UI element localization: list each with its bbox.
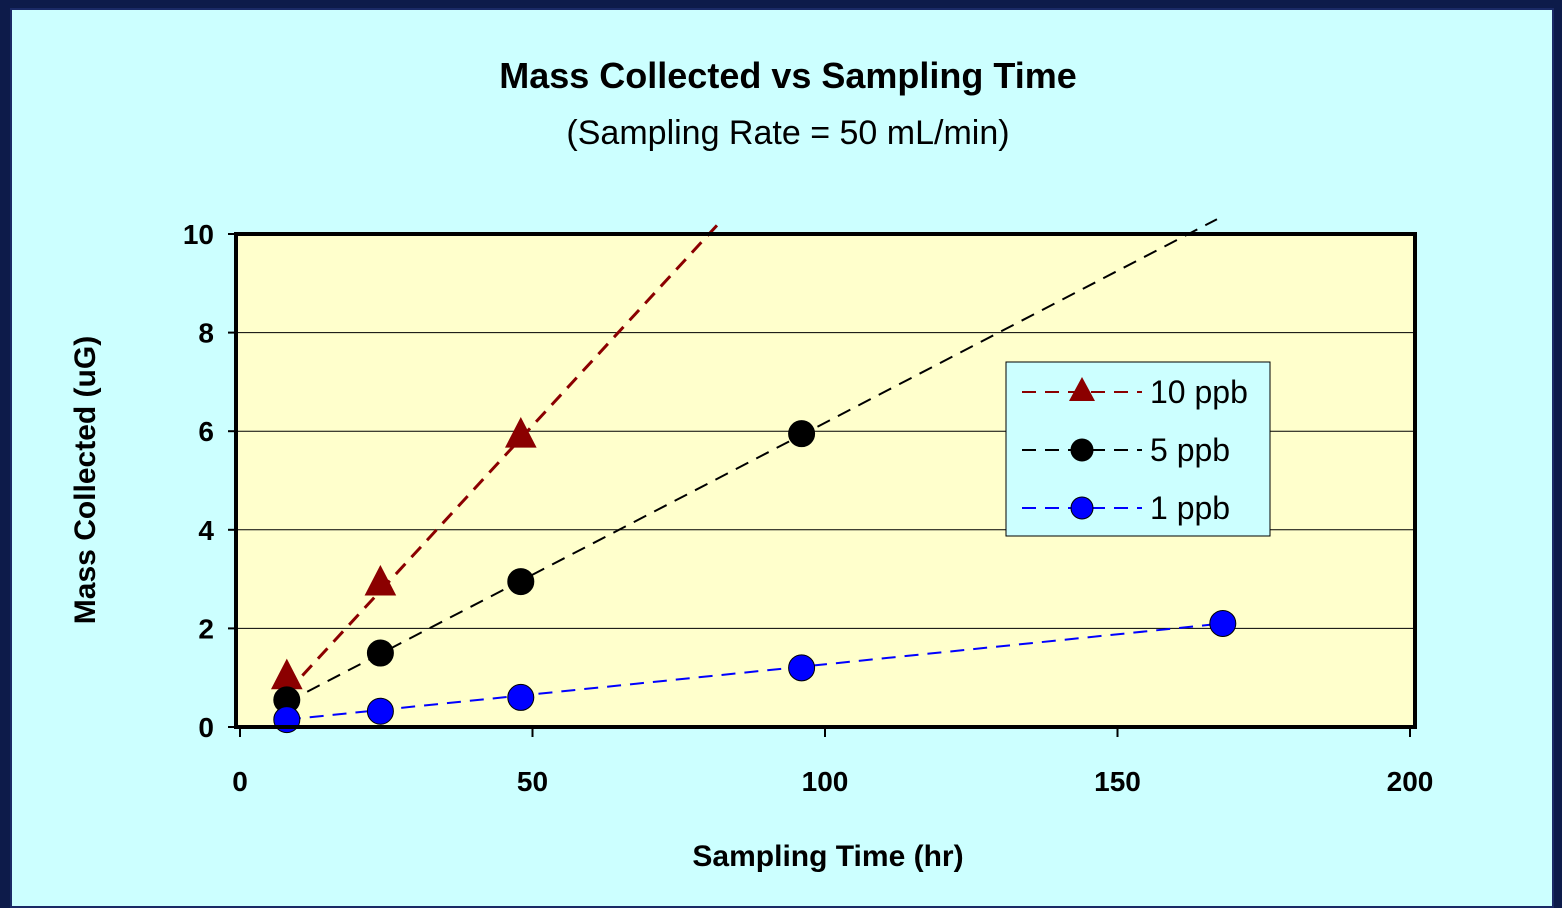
- series-line-10-ppb: [285, 218, 724, 694]
- legend: 10 ppb 5 ppb 1 ppb: [1005, 361, 1271, 537]
- data-point-5-ppb: [788, 420, 816, 448]
- data-point-10-ppb: [504, 417, 537, 448]
- series-line-5-ppb: [286, 218, 1218, 704]
- plot-border: [234, 232, 1417, 729]
- data-point-5-ppb: [507, 568, 535, 596]
- x-tick-label: 100: [802, 766, 849, 797]
- x-tick-label: 200: [1387, 766, 1434, 797]
- chart-title: Mass Collected vs Sampling Time: [499, 55, 1077, 96]
- series-markers: [270, 417, 1237, 734]
- chart-subtitle: (Sampling Rate = 50 mL/min): [566, 114, 1009, 152]
- y-tick-label: 10: [183, 219, 214, 250]
- x-tick-label: 50: [517, 766, 548, 797]
- x-axis-title: Sampling Time (hr): [692, 840, 963, 873]
- data-point-10-ppb: [364, 564, 397, 596]
- series-line-1-ppb: [286, 622, 1223, 721]
- y-tick-label: 0: [198, 712, 214, 743]
- y-tick-label: 4: [198, 515, 214, 546]
- data-point-1-ppb: [788, 654, 816, 682]
- data-point-1-ppb: [507, 683, 535, 711]
- legend-marker-10-ppb: [1069, 377, 1095, 401]
- y-tick-label: 2: [198, 613, 214, 644]
- x-tick-label: 0: [232, 766, 248, 797]
- x-tick-label: 150: [1094, 766, 1141, 797]
- y-tick-label: 8: [198, 318, 214, 349]
- data-point-1-ppb: [366, 697, 394, 725]
- legend-label-1-ppb: 1 ppb: [1150, 490, 1230, 526]
- legend-marker-5-ppb: [1070, 438, 1094, 462]
- y-axis-title: Mass Collected (uG): [69, 336, 102, 624]
- legend-label-10-ppb: 10 ppb: [1150, 374, 1248, 410]
- y-tick-label: 6: [198, 416, 214, 447]
- data-point-5-ppb: [366, 639, 394, 667]
- series-lines: [285, 218, 1223, 721]
- legend-marker-1-ppb: [1070, 496, 1094, 520]
- legend-label-5-ppb: 5 ppb: [1150, 432, 1230, 468]
- data-point-1-ppb: [1209, 609, 1237, 637]
